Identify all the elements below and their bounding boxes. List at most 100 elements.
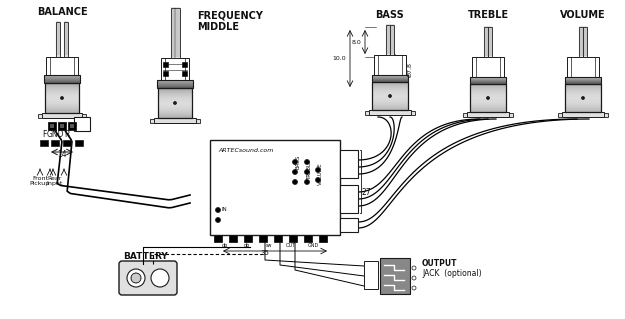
Bar (565, 83, 601, 84)
Bar (372, 98, 408, 99)
Bar (565, 103, 601, 104)
Bar (565, 108, 601, 109)
Bar (44, 78, 80, 79)
Text: GND: GND (308, 243, 319, 248)
Bar (565, 96, 601, 97)
Bar (45, 110, 79, 111)
Bar (45, 91, 79, 92)
Bar (472, 57, 504, 77)
Bar (565, 90, 601, 91)
Bar (604, 113, 608, 117)
Bar (45, 96, 79, 97)
Bar (45, 89, 79, 90)
Bar (45, 83, 79, 113)
Bar (158, 114, 192, 115)
Bar (44, 75, 80, 83)
Circle shape (151, 269, 169, 287)
Bar (45, 85, 79, 86)
Bar (45, 97, 79, 98)
Bar (565, 87, 601, 88)
Bar (44, 82, 80, 83)
Bar (565, 98, 601, 99)
Bar (46, 57, 78, 75)
Bar (340, 185, 358, 213)
Bar (171, 8, 179, 58)
Bar (158, 115, 192, 116)
Bar (158, 108, 192, 109)
Bar (289, 235, 297, 242)
Bar (75, 140, 83, 146)
Bar (58, 122, 66, 130)
Bar (470, 104, 506, 105)
Bar (470, 98, 506, 99)
Text: 10.0: 10.0 (332, 56, 346, 61)
Bar (161, 58, 189, 80)
Bar (372, 92, 408, 93)
Bar (157, 81, 193, 82)
Bar (45, 109, 79, 110)
Bar (470, 87, 506, 88)
Bar (470, 80, 506, 81)
Bar (470, 90, 506, 91)
Bar (372, 81, 408, 82)
Bar (158, 88, 192, 118)
Bar (565, 93, 601, 94)
Bar (45, 104, 79, 105)
Bar (565, 92, 601, 93)
Bar (565, 84, 601, 85)
Text: Front: Front (32, 176, 48, 181)
Bar (565, 101, 601, 102)
Bar (364, 261, 378, 289)
Bar (565, 86, 601, 87)
Bar (565, 77, 601, 78)
Bar (45, 93, 79, 94)
Bar (470, 94, 506, 95)
Circle shape (292, 160, 297, 165)
Bar (304, 235, 312, 242)
Bar (210, 140, 340, 235)
Bar (372, 102, 408, 103)
Bar (372, 80, 408, 81)
Bar (470, 107, 506, 108)
Text: sw: sw (266, 243, 272, 248)
Bar (372, 96, 408, 97)
Text: db: db (244, 243, 250, 248)
Bar (45, 92, 79, 93)
Bar (565, 110, 601, 111)
Bar (470, 93, 506, 94)
Bar (470, 100, 506, 101)
Bar (158, 116, 192, 117)
Bar (45, 98, 79, 99)
Text: TREBLE: TREBLE (468, 10, 509, 20)
Bar (372, 84, 408, 85)
Bar (470, 81, 506, 82)
Bar (68, 122, 76, 130)
Bar (45, 102, 79, 103)
Circle shape (127, 269, 145, 287)
Text: OUTPUT: OUTPUT (422, 259, 457, 268)
Text: JACK  (optional): JACK (optional) (422, 269, 482, 278)
Bar (470, 95, 506, 96)
Bar (470, 92, 506, 93)
Bar (157, 86, 193, 87)
Bar (45, 84, 79, 85)
Circle shape (412, 276, 416, 280)
Bar (565, 97, 601, 98)
Bar (157, 85, 193, 86)
Bar (45, 87, 79, 88)
Bar (158, 112, 192, 113)
Bar (82, 114, 86, 118)
Bar (157, 80, 193, 88)
Bar (158, 98, 192, 99)
Bar (44, 81, 80, 82)
Bar (470, 109, 506, 110)
Text: IN: IN (222, 207, 228, 212)
Bar (565, 91, 601, 92)
Bar (158, 102, 192, 103)
Bar (44, 75, 80, 76)
Bar (565, 84, 601, 112)
Bar (163, 71, 168, 76)
Bar (470, 110, 506, 111)
Text: BALANCE: BALANCE (37, 7, 88, 17)
Bar (369, 110, 411, 115)
